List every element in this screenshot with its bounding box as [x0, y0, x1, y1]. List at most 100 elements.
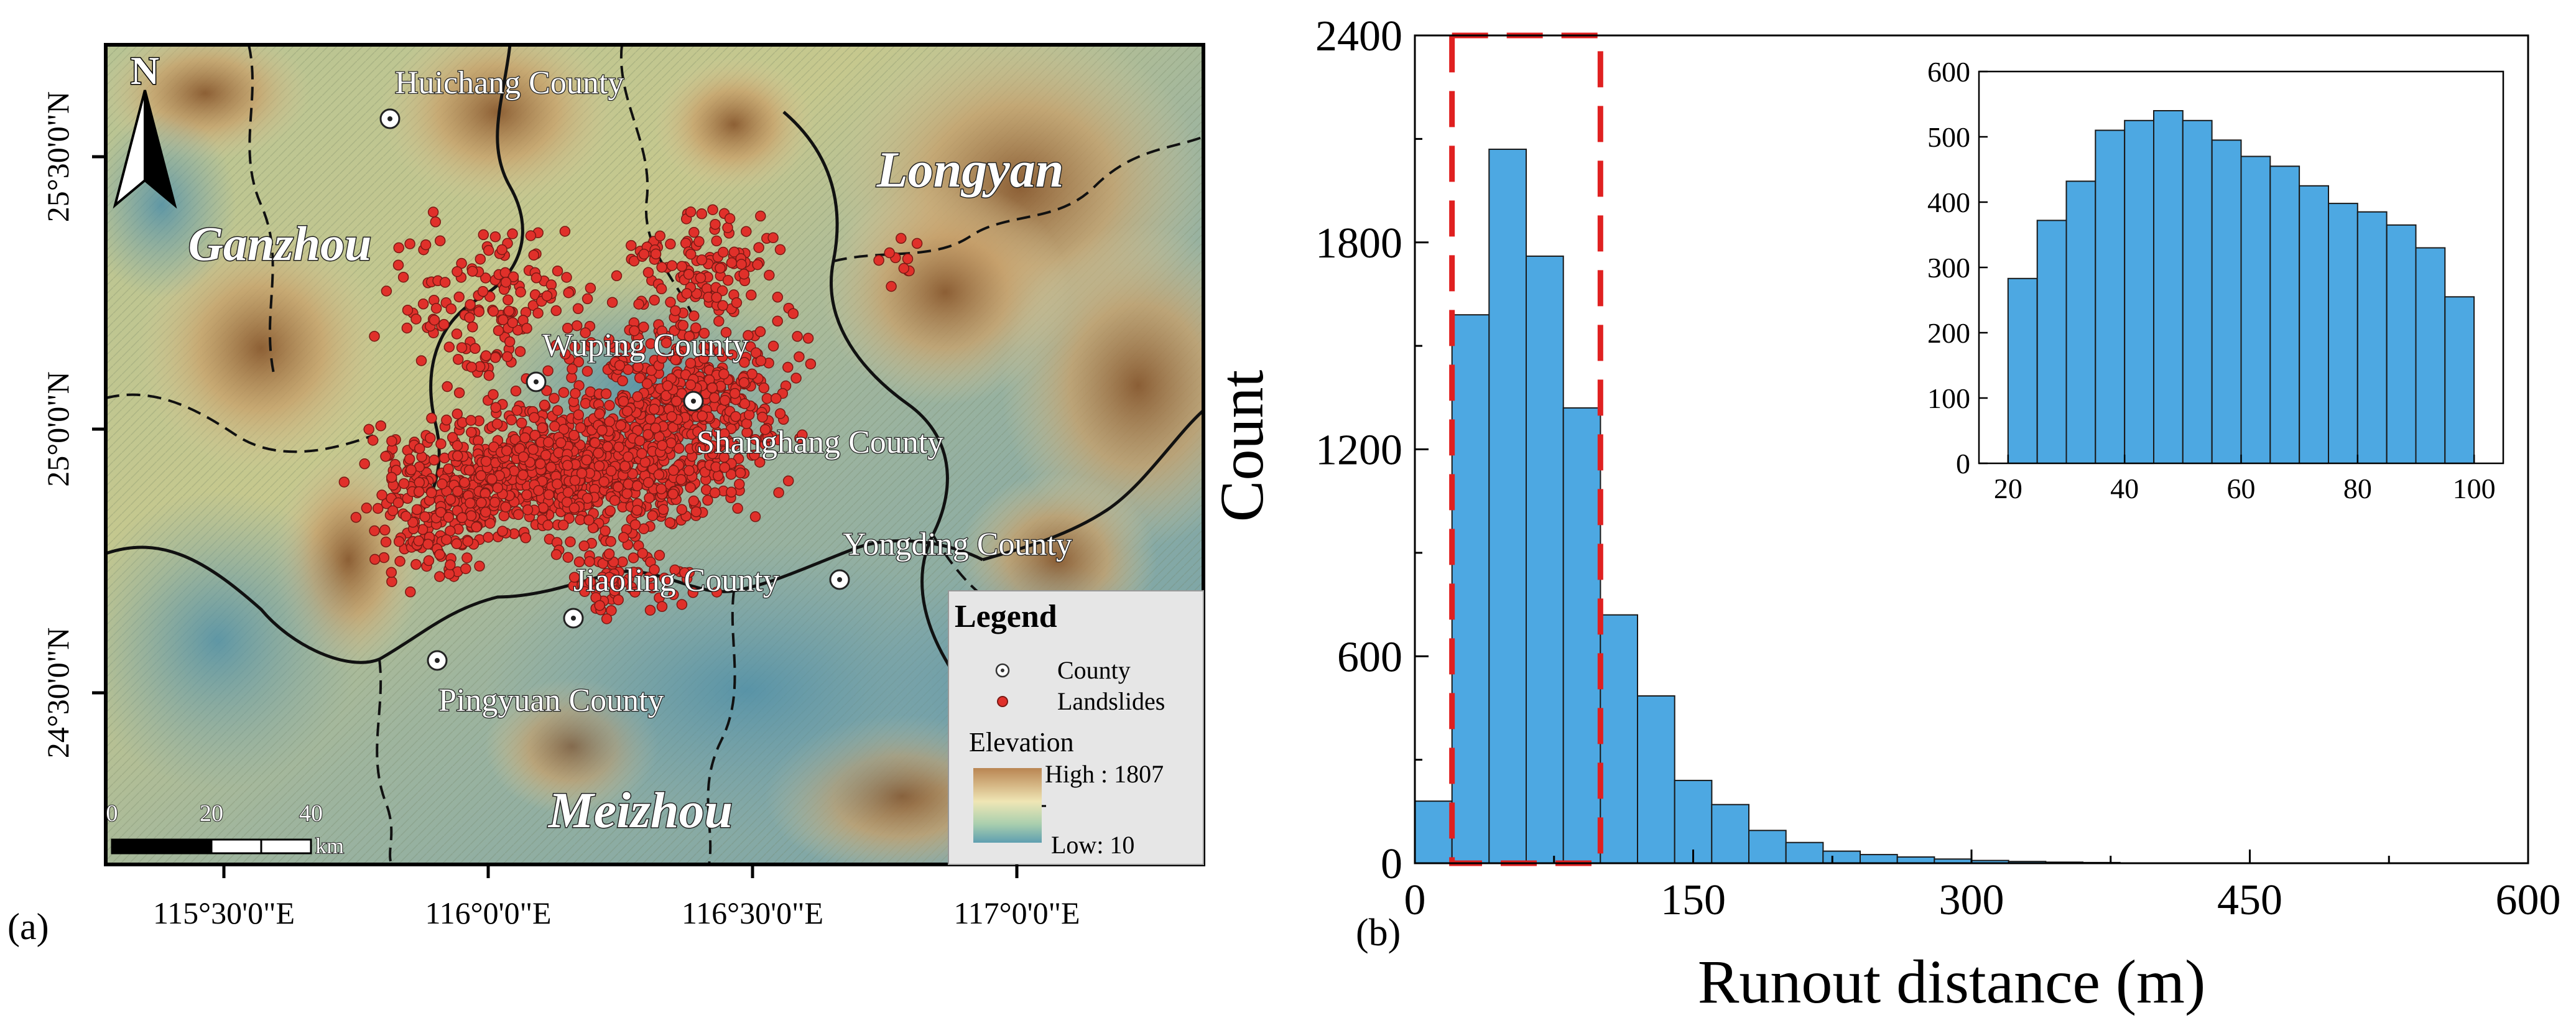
landslide-point [581, 366, 593, 377]
landslide-point [434, 235, 446, 246]
landslide-point [664, 517, 675, 529]
landslide-point [537, 422, 548, 433]
histogram-bar [1600, 614, 1639, 864]
inset-x-tick-label: 60 [2227, 473, 2256, 504]
lon-label-4: 117°0'0"E [953, 896, 1080, 930]
lon-label-3: 116°30'0"E [682, 896, 823, 930]
landslide-point [642, 477, 654, 488]
landslide-point [898, 262, 910, 274]
landslide-point [676, 504, 688, 516]
landslide-point [605, 535, 616, 547]
y-tick-label: 600 [1337, 633, 1402, 681]
landslide-point [429, 314, 440, 326]
landslide-point [543, 489, 555, 501]
landslide-point [645, 338, 657, 350]
landslide-point [445, 559, 456, 570]
landslide-point [532, 307, 544, 319]
landslide-point [456, 257, 467, 269]
landslide-point [581, 454, 593, 466]
landslide-point [533, 484, 544, 496]
landslide-point [386, 567, 397, 578]
landslide-point [489, 352, 501, 363]
inset-y-tick-label: 200 [1927, 317, 1970, 349]
landslide-point [683, 465, 695, 476]
inset-x-tick-label: 80 [2343, 473, 2372, 504]
county-yongding: Yongding County [829, 526, 1073, 590]
landslide-point [392, 497, 404, 509]
landslide-point [729, 387, 741, 399]
legend-landslides-label: Landslides [1057, 687, 1165, 715]
landslide-point [528, 249, 540, 261]
landslide-point [375, 420, 387, 432]
landslide-point [589, 437, 601, 448]
landslide-point [717, 300, 728, 312]
landslide-point [512, 509, 524, 521]
county-huichang: Huichang County [379, 65, 625, 129]
landslide-point [552, 405, 563, 416]
landslide-point [594, 600, 605, 611]
landslide-point [753, 242, 764, 253]
lat-label-2: 25°0'0"N [40, 371, 75, 487]
landslide-point [498, 510, 510, 522]
landslide-point [401, 322, 413, 334]
landslide-point [543, 437, 554, 448]
landslide-point [563, 287, 574, 299]
landslide-point [782, 361, 794, 373]
landslide-point [452, 408, 463, 420]
landslide-point [755, 355, 767, 366]
landslide-point [521, 489, 532, 501]
landslide-point [465, 299, 476, 310]
panel-label-b: (b) [1356, 912, 1401, 954]
inset-y-tick-label: 0 [1956, 448, 1970, 479]
landslide-point [884, 247, 895, 259]
landslide-point [718, 428, 730, 440]
inset-bar [2415, 247, 2446, 464]
landslide-point [414, 443, 425, 454]
landslide-point [350, 512, 362, 523]
landslide-point [489, 231, 501, 243]
landslide-point [688, 495, 700, 507]
landslide-point [623, 451, 634, 463]
landslide-point [638, 248, 650, 260]
landslide-point [600, 388, 612, 399]
landslide-point [623, 478, 634, 490]
inset-x-tick-label: 40 [2110, 473, 2139, 504]
lon-label-2: 116°0'0"E [425, 896, 551, 930]
landslide-point [463, 465, 475, 476]
landslide-point [794, 351, 805, 363]
inset-y-tick-label: 500 [1927, 121, 1970, 153]
inset-bar [2356, 211, 2388, 464]
landslide-point [527, 443, 539, 455]
inset-y-tick-label: 600 [1927, 56, 1970, 88]
county-wuping: Wuping County [526, 327, 749, 392]
landslide-point [467, 321, 478, 333]
landslide-point [493, 325, 504, 336]
landslide-point [677, 320, 689, 331]
landslide-point [614, 359, 626, 371]
county-shanghang: Shanghang County [683, 391, 944, 461]
landslide-point [453, 291, 465, 303]
landslide-point [601, 613, 613, 624]
landslide-point [726, 257, 738, 269]
landslide-point [782, 475, 794, 486]
region-label-meizhou: Meizhou [547, 782, 733, 838]
landslide-point [562, 323, 573, 334]
landslide-point [490, 402, 501, 414]
landslide-point [550, 305, 562, 317]
landslide-point [696, 254, 708, 266]
landslide-point [507, 228, 518, 239]
landslide-point [430, 216, 442, 228]
landslide-point [666, 411, 677, 422]
landslide-point [605, 465, 617, 477]
landslide-point [767, 340, 779, 352]
landslide-point [535, 458, 546, 470]
north-label: N [131, 49, 159, 93]
landslide-point [552, 265, 563, 277]
landslide-point [611, 270, 623, 282]
landslide-point [629, 586, 641, 598]
landslide-point [466, 361, 477, 373]
landslide-point [393, 535, 405, 547]
landslide-point [585, 282, 596, 294]
landslide-point [545, 461, 557, 473]
landslide-point [438, 318, 450, 330]
